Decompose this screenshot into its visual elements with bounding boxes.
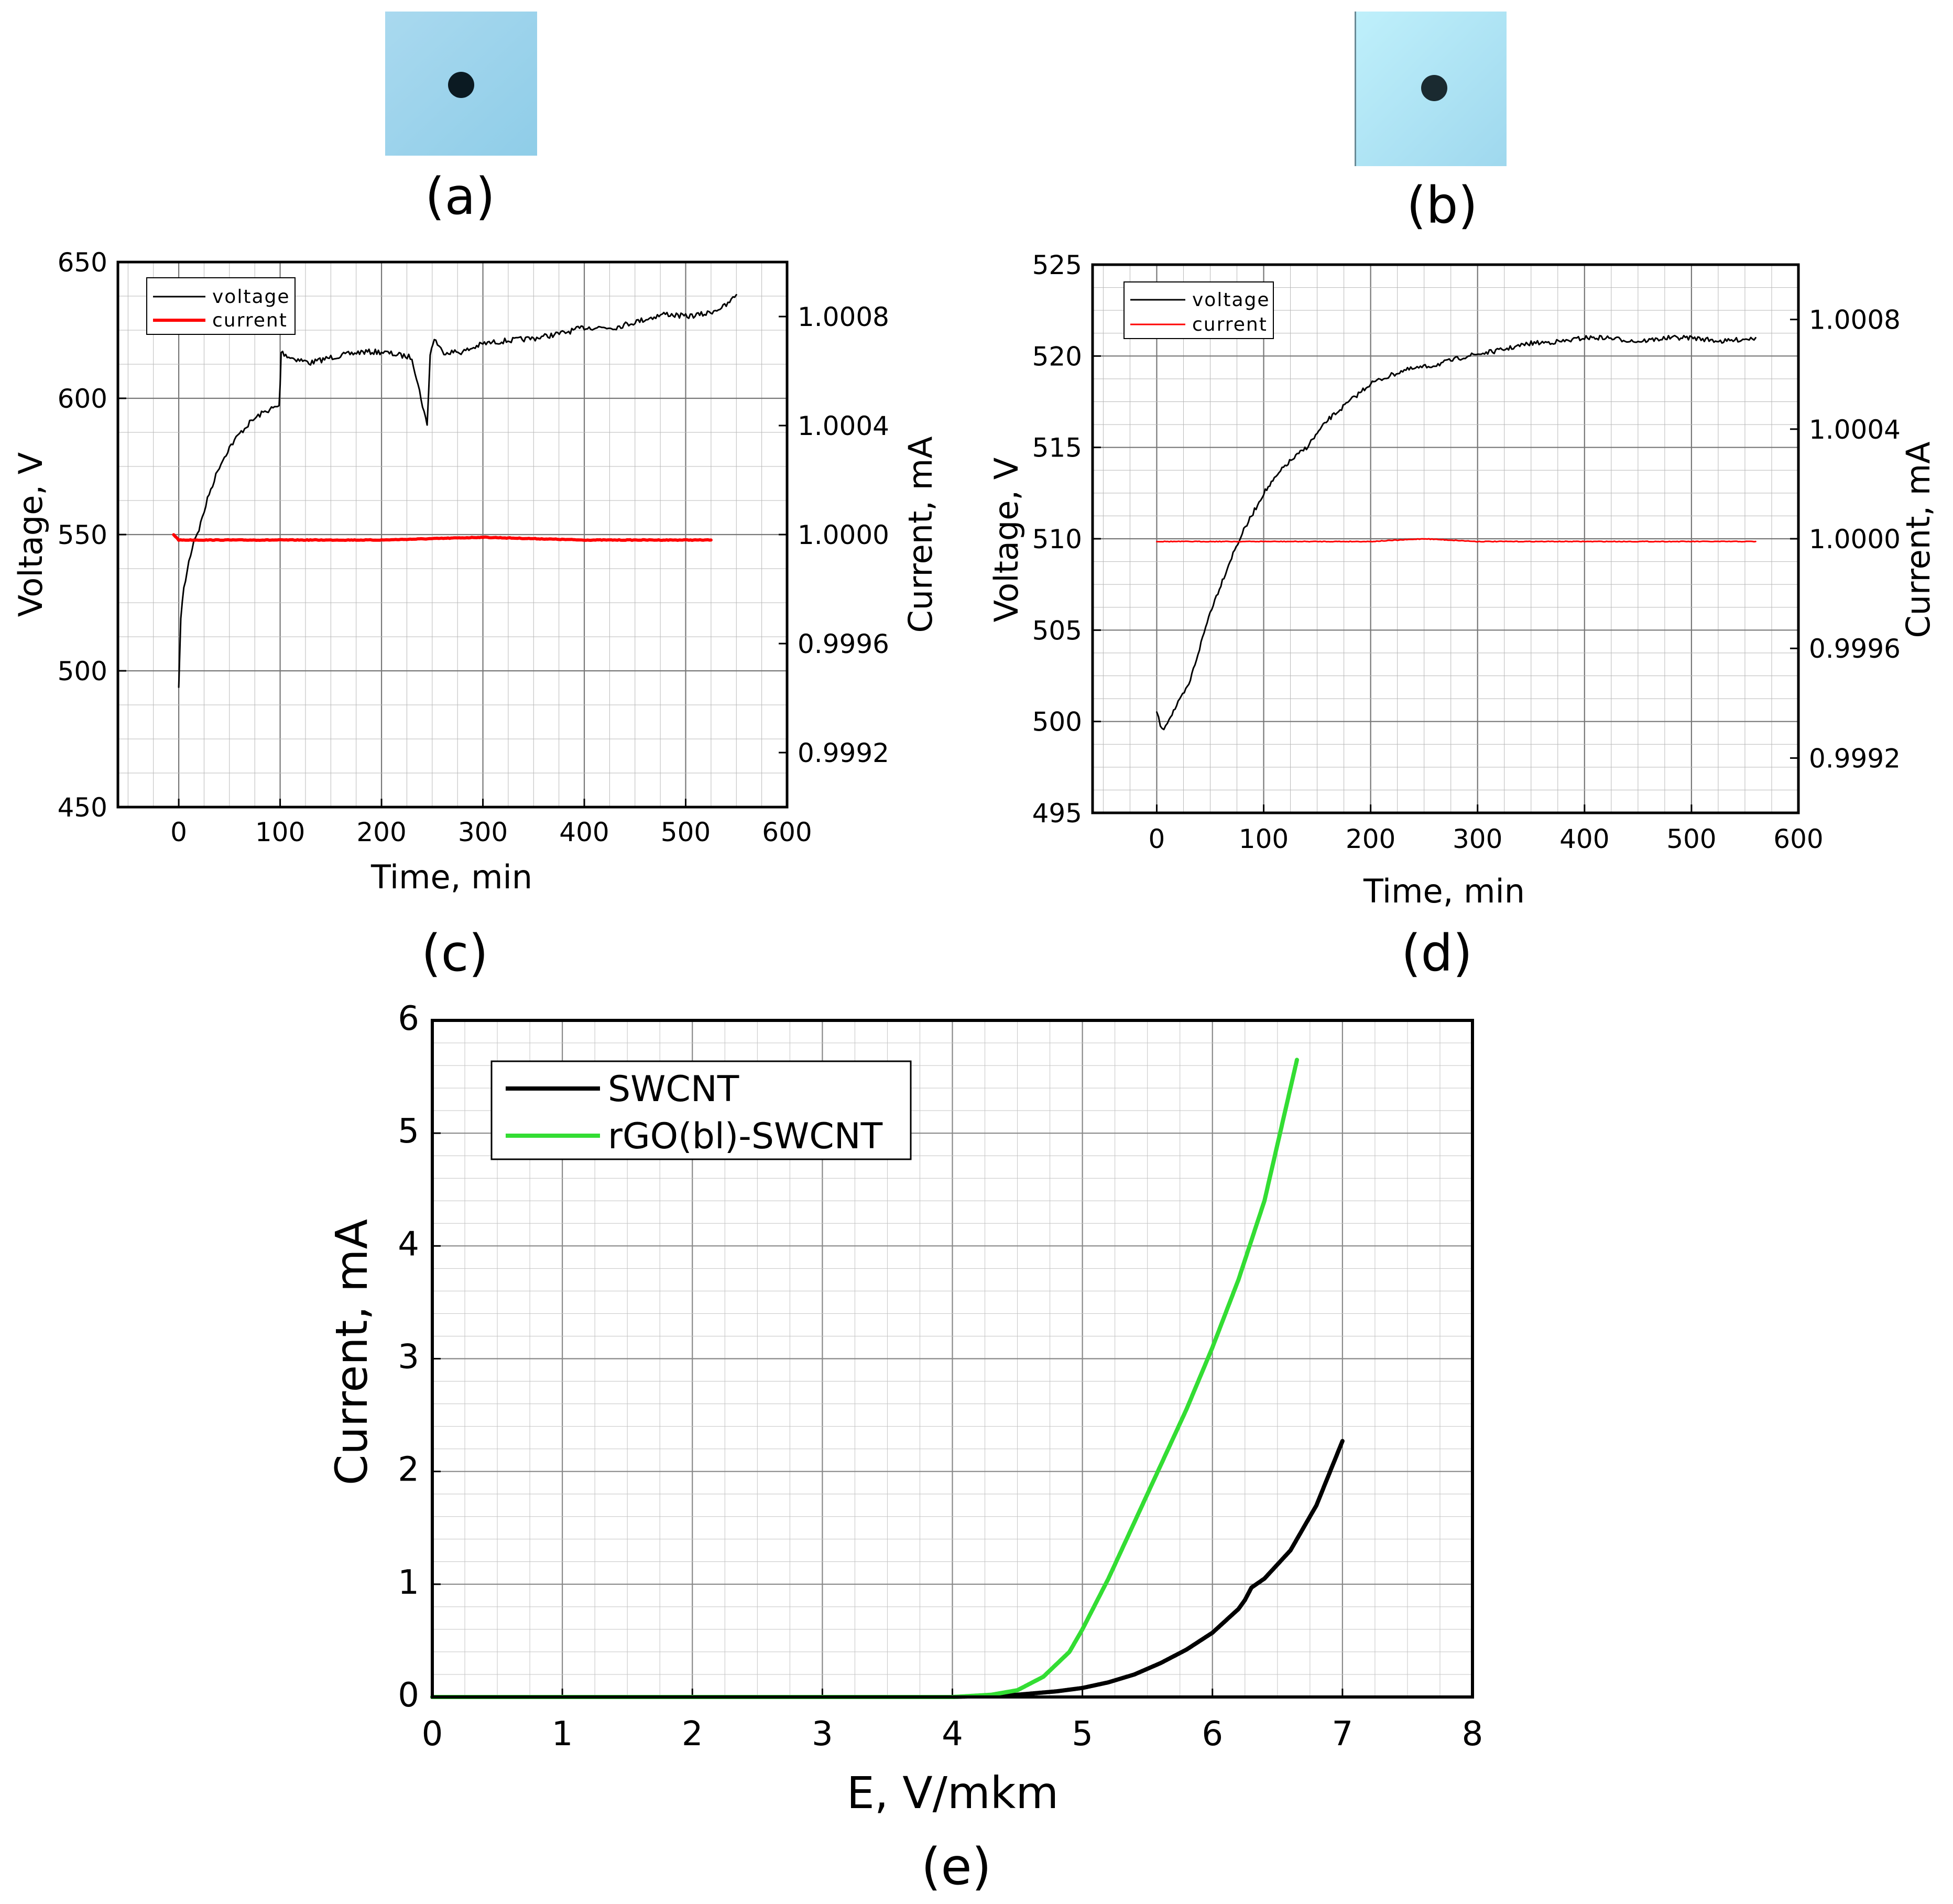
caption-c: (c) bbox=[421, 924, 488, 983]
chart-c-y2tick-label: 1.0008 bbox=[798, 302, 889, 332]
chart-e-xtick-label: 7 bbox=[1332, 1715, 1354, 1754]
chart-c-y2tick-label: 1.0000 bbox=[798, 520, 889, 550]
chart-e-xtick-label: 4 bbox=[942, 1715, 963, 1754]
chart-d-y2label: Current, mA bbox=[1899, 441, 1937, 638]
chart-d: 0 100 200 300 400 500 600 495 500 505 510 515 520 525… bbox=[987, 250, 1937, 910]
chart-e-xtick-label: 1 bbox=[552, 1715, 573, 1754]
chart-c-y2tick-label: 0.9992 bbox=[798, 738, 889, 768]
chart-e-xtick-label: 0 bbox=[422, 1715, 443, 1754]
chart-c-ytick-label: 550 bbox=[58, 520, 107, 550]
sample-spot-a bbox=[448, 72, 474, 98]
chart-e-ytick-label: 3 bbox=[398, 1338, 419, 1377]
chart-d-ytick-label: 495 bbox=[1032, 798, 1082, 829]
chart-c-y2tick-label: 1.0004 bbox=[798, 411, 889, 441]
caption-b: (b) bbox=[1406, 176, 1478, 235]
chart-c-frame bbox=[116, 260, 789, 809]
chart-d-xtick-label: 300 bbox=[1453, 824, 1502, 854]
chart-d-y2tick-label: 1.0008 bbox=[1809, 305, 1901, 335]
chart-e-xtick-label: 3 bbox=[812, 1715, 833, 1754]
chart-c-ytick-label: 650 bbox=[58, 247, 107, 278]
chart-c-xtick-label: 400 bbox=[559, 817, 609, 847]
sample-photo-a bbox=[385, 12, 537, 156]
sample-spot-b bbox=[1421, 75, 1447, 101]
chart-c-xtick-label: 500 bbox=[661, 817, 711, 847]
chart-d-ylabel: Voltage, V bbox=[987, 458, 1025, 622]
chart-e-xtick-label: 5 bbox=[1072, 1715, 1093, 1754]
chart-c-legend-current: current bbox=[212, 310, 288, 331]
chart-e-legend-swcnt: SWCNT bbox=[608, 1069, 739, 1110]
chart-d-legend-current: current bbox=[1192, 314, 1268, 335]
chart-e-legend: SWCNT rGO(bl)-SWCNT bbox=[490, 1060, 912, 1160]
chart-d-legend-voltage: voltage bbox=[1192, 289, 1270, 311]
chart-e-xlabel: E, V/mkm bbox=[847, 1767, 1059, 1819]
chart-e-ytick-label: 1 bbox=[398, 1563, 419, 1602]
chart-d-y2tick-label: 1.0000 bbox=[1809, 524, 1901, 554]
chart-d-y2tick-label: 1.0004 bbox=[1809, 415, 1901, 445]
chart-d-ytick-label: 515 bbox=[1032, 433, 1082, 463]
chart-d-ytick-label: 500 bbox=[1032, 707, 1082, 737]
chart-e-xtick-label: 6 bbox=[1202, 1715, 1223, 1754]
chart-e-ticks: 0 1 2 3 4 5 6 7 8 0 1 2 3 4 5 6 bbox=[398, 999, 1483, 1754]
chart-c-xtick-label: 600 bbox=[762, 817, 812, 847]
chart-e-ytick-label: 6 bbox=[398, 999, 419, 1038]
chart-d-xtick-label: 600 bbox=[1773, 824, 1823, 854]
chart-c-xtick-label: 100 bbox=[255, 817, 305, 847]
chart-c-series bbox=[172, 293, 737, 688]
chart-c-ylabel: Voltage, V bbox=[12, 452, 50, 617]
chart-c-ytick-label: 600 bbox=[58, 384, 107, 414]
chart-c-grid bbox=[118, 261, 788, 808]
chart-e-ytick-label: 5 bbox=[398, 1112, 419, 1151]
chart-d-frame bbox=[1091, 263, 1800, 814]
chart-e-xtick-label: 8 bbox=[1462, 1715, 1483, 1754]
chart-d-y2tick-label: 0.9996 bbox=[1809, 634, 1901, 664]
chart-d-series bbox=[1156, 334, 1756, 731]
chart-d-xtick-label: 100 bbox=[1239, 824, 1289, 854]
chart-c-y2label: Current, mA bbox=[901, 436, 940, 633]
chart-d-ytick-label: 525 bbox=[1032, 250, 1082, 280]
chart-c-ytick-label: 450 bbox=[58, 792, 107, 823]
chart-d-xtick-label: 400 bbox=[1559, 824, 1609, 854]
chart-c-xtick-label: 300 bbox=[458, 817, 508, 847]
chart-d-ytick-label: 510 bbox=[1032, 524, 1082, 554]
chart-d-ytick-label: 520 bbox=[1032, 341, 1082, 372]
chart-c-legend-voltage: voltage bbox=[212, 286, 290, 308]
caption-e: (e) bbox=[921, 1837, 991, 1896]
chart-c-ticks: 0 100 200 300 400 500 600 450 500 550 600 650 0.9992… bbox=[58, 247, 889, 847]
chart-e-ytick-label: 2 bbox=[398, 1451, 419, 1489]
sample-photo-b bbox=[1355, 12, 1507, 166]
chart-d-xtick-label: 0 bbox=[1149, 824, 1165, 854]
chart-d-grid bbox=[1093, 264, 1799, 814]
chart-d-xtick-label: 200 bbox=[1346, 824, 1395, 854]
chart-c-y2tick-label: 0.9996 bbox=[798, 629, 889, 659]
chart-d-ytick-label: 505 bbox=[1032, 615, 1082, 646]
chart-e-legend-rgo: rGO(bl)-SWCNT bbox=[608, 1116, 883, 1157]
chart-e: 0 1 2 3 4 5 6 7 8 0 1 2 3 4 5 6 SWCNT rGO(bl)-SWCNT E, … bbox=[326, 999, 1483, 1819]
chart-c-series-current bbox=[172, 533, 713, 542]
chart-d-ticks: 0 100 200 300 400 500 600 495 500 505 510 515 520 525… bbox=[1032, 250, 1901, 854]
chart-c-xtick-label: 200 bbox=[356, 817, 406, 847]
chart-e-frame bbox=[431, 1019, 1474, 1699]
chart-c-xtick-label: 0 bbox=[170, 817, 187, 847]
chart-e-ytick-label: 0 bbox=[398, 1676, 419, 1715]
chart-d-series-current bbox=[1156, 538, 1756, 543]
chart-d-legend: voltage current bbox=[1123, 281, 1274, 339]
chart-c: 0 100 200 300 400 500 600 450 500 550 600 650 0.9992… bbox=[12, 247, 940, 896]
chart-c-ytick-label: 500 bbox=[58, 656, 107, 687]
chart-c-legend: voltage current bbox=[146, 277, 296, 335]
chart-d-series-voltage bbox=[1156, 334, 1756, 731]
chart-e-ytick-label: 4 bbox=[398, 1225, 419, 1264]
chart-c-xlabel: Time, min bbox=[370, 858, 532, 896]
chart-c-series-voltage bbox=[178, 293, 737, 688]
chart-e-ylabel: Current, mA bbox=[326, 1219, 377, 1485]
caption-a: (a) bbox=[425, 167, 495, 226]
chart-d-y2tick-label: 0.9992 bbox=[1809, 743, 1901, 774]
chart-d-xlabel: Time, min bbox=[1363, 872, 1525, 910]
chart-d-xtick-label: 500 bbox=[1666, 824, 1716, 854]
caption-d: (d) bbox=[1401, 924, 1472, 983]
chart-e-xtick-label: 2 bbox=[682, 1715, 703, 1754]
